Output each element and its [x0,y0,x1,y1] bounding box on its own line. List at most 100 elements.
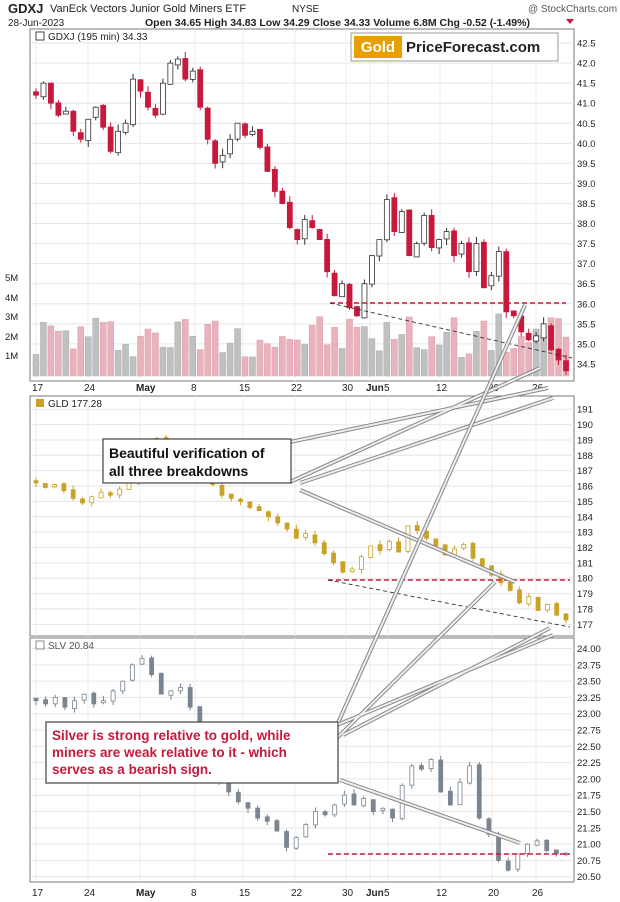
candle-body [525,332,532,341]
y-tick-label: 23.00 [577,709,601,720]
logo-gold-block [354,36,402,58]
x-tick-label: 5 [384,888,390,899]
candle-body [33,480,39,484]
volume-bar [316,316,323,377]
y-tick-label: 179 [577,589,593,600]
candle-body [324,239,331,273]
candle-body [149,657,155,676]
y-tick-label: 42.5 [577,39,596,50]
candle-body [341,794,347,805]
x-tick-label: 26 [532,888,544,899]
candle-body [33,91,39,96]
annotation-1-line-2: all three breakdowns [109,463,248,479]
candle-body [470,542,476,559]
candle-body [235,791,241,803]
candle-body [256,506,262,512]
candle-body [322,811,328,816]
candle-body [249,130,256,135]
header-exchange: NYSE [292,4,320,15]
candle-body [370,799,376,812]
y-tick-label: 22.25 [577,758,601,769]
header-symbol: GDXJ [8,1,43,16]
y-tick-label: 182 [577,543,593,554]
volume-bar [167,347,174,377]
candle-body [70,489,76,499]
x-tick-label: 22 [291,888,303,899]
candle-body [158,672,164,695]
candle-body [321,542,327,555]
volume-bar [174,321,182,377]
callout-lower [332,304,554,844]
candle-body [81,693,87,701]
candle-body [396,541,402,553]
candle-body [293,528,299,539]
y-tick-label: 41.0 [577,99,596,110]
x-tick-label: 15 [239,383,251,394]
volume-tick-label: 2M [5,332,18,343]
candle-body [332,804,338,816]
y-tick-label: 23.25 [577,693,601,704]
candle-body [80,498,85,504]
candle-body [488,275,495,287]
candle-body [466,242,472,273]
y-tick-label: 21.75 [577,791,601,802]
y-tick-label: 22.50 [577,742,601,753]
x-tick-label: Jun [366,888,384,899]
candle-body [351,793,357,806]
y-tick-label: 38.5 [577,199,596,210]
candle-body [421,215,428,244]
gdxj-x-ticks: 17 24 May 8 15 22 30 Jun 5 12 20 26 [32,383,544,394]
candle-body [117,488,123,496]
candle-body [380,807,386,811]
y-tick-label: 181 [577,558,593,569]
y-tick-label: 191 [577,405,593,416]
slv-x-ticks: 17 24 May 8 15 22 30 Jun 5 12 20 26 [32,888,544,899]
y-tick-label: 188 [577,451,593,462]
candle-body [101,700,106,704]
candle-body [255,807,261,819]
y-tick-label: 183 [577,528,593,539]
header-name: VanEck Vectors Junior Gold Miners ETF [50,3,246,15]
volume-bar [286,339,294,377]
candle-body [286,201,293,228]
candle-body [219,154,226,163]
y-tick-label: 22.75 [577,726,601,737]
header-date: 28-Jun-2023 [8,18,65,29]
candle-body [458,243,465,255]
volume-bar [77,326,85,377]
candle-body [438,759,444,793]
x-tick-label: 24 [84,888,96,899]
candle-body [48,82,54,104]
down-arrow-icon [566,19,574,24]
volume-bar [480,320,488,377]
candle-body [495,251,502,277]
y-tick-label: 184 [577,512,593,523]
y-tick-label: 189 [577,435,593,446]
header-credit: @ StockCharts.com [528,4,617,15]
candle-body [409,765,415,786]
candle-body [187,687,193,708]
candle-body [107,492,113,496]
candle-body [507,581,513,591]
x-tick-label: 12 [436,383,448,394]
volume-bar [144,328,152,377]
candle-body [467,765,473,784]
x-tick-label: 22 [291,383,303,394]
candle-body [419,765,424,770]
y-tick-label: 177 [577,620,593,631]
y-tick-label: 190 [577,420,593,431]
candle-body [62,110,69,115]
gdxj-trend-line [329,302,573,359]
volume-bar [256,339,264,377]
volume-bar [204,324,211,377]
x-tick-label: 5 [384,383,390,394]
candle-body [275,516,281,524]
header-stats: Open 34.65 High 34.83 Low 34.29 Close 34… [145,17,530,29]
volume-tick-label: 1M [5,351,18,362]
y-tick-label: 35.5 [577,319,596,330]
candle-body [152,107,159,116]
candle-body [486,818,492,835]
volume-bar [361,326,368,377]
candle-body [312,534,318,544]
volume-bar [226,342,234,377]
